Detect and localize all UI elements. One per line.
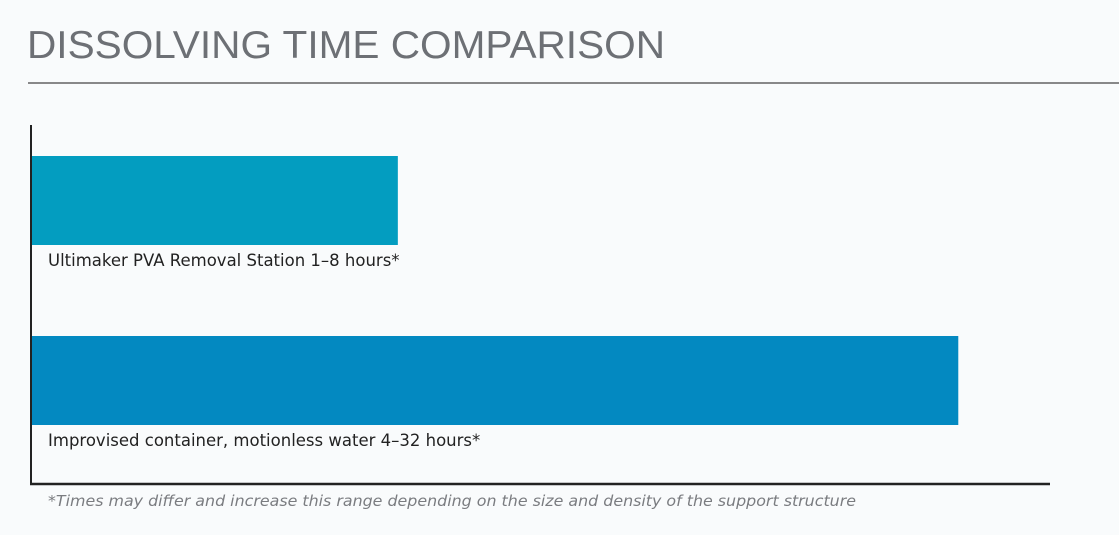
bar-0 <box>31 156 398 245</box>
bar-label-1: Improvised container, motionless water 4… <box>48 431 480 450</box>
bar-1 <box>31 336 959 425</box>
chart-title: DISSOLVING TIME COMPARISON <box>27 24 665 67</box>
footnote: *Times may differ and increase this rang… <box>48 492 856 510</box>
bar-label-0: Ultimaker PVA Removal Station 1–8 hours* <box>48 251 400 270</box>
